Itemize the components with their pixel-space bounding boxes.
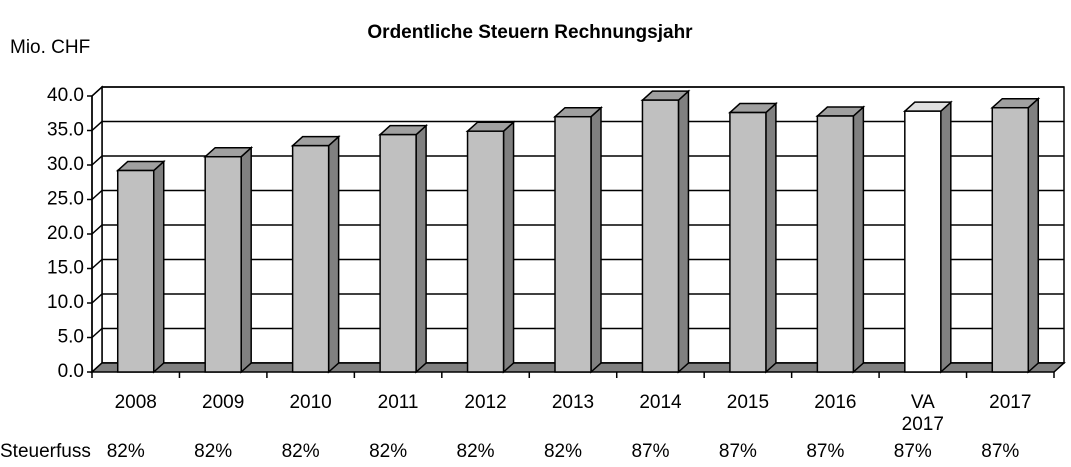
x-tick-label: VA 2017 (901, 392, 944, 435)
y-tick-label: 15.0 (47, 258, 84, 279)
steuerfuss-value: 82% (543, 441, 583, 462)
steuerfuss-value: 87% (981, 441, 1020, 462)
y-tick-label: 10.0 (47, 292, 84, 313)
x-tick-label: 2009 (202, 392, 245, 413)
bar (379, 133, 417, 373)
steuerfuss-value: 82% (456, 441, 495, 462)
bar-side (502, 120, 515, 374)
x-tick-label: 2015 (726, 392, 770, 413)
steuerfuss-value: 82% (369, 441, 408, 462)
x-tick-label: 2011 (377, 392, 419, 413)
bar (291, 144, 330, 373)
y-tick-label: 30.0 (47, 154, 84, 175)
bar-side (940, 100, 952, 374)
y-tick-label: 5.0 (58, 327, 84, 348)
bar-side (240, 146, 252, 374)
bar (904, 110, 942, 373)
x-tick-label: 2008 (114, 392, 157, 413)
bar (816, 115, 855, 373)
chart-title: Ordentliche Steuern Rechnungsjahr (367, 22, 693, 43)
bar-side (765, 101, 777, 374)
steuerfuss-value: 87% (631, 441, 670, 462)
bar (991, 106, 1030, 373)
y-tick-label: 35.0 (47, 120, 84, 141)
y-tick-label: 0.0 (58, 361, 84, 382)
steuerfuss-value: 82% (106, 441, 145, 462)
bar (116, 169, 155, 373)
y-tick-label: 40.0 (47, 85, 84, 106)
bar (204, 155, 242, 373)
steuerfuss-value: 82% (281, 441, 320, 462)
steuerfuss-label: Steuerfuss (0, 441, 91, 462)
x-tick-label: 2016 (814, 392, 857, 413)
x-tick-label: 2014 (639, 392, 682, 413)
steuerfuss-value: 87% (718, 441, 757, 462)
x-tick-label: 2010 (289, 392, 332, 413)
bar-side (152, 159, 165, 374)
bar-side (415, 123, 427, 374)
x-tick-label: 2017 (989, 392, 1032, 413)
bar (466, 130, 505, 373)
grid-line (91, 86, 1064, 97)
x-tick-label: 2012 (464, 392, 507, 413)
y-tick-label: 25.0 (47, 189, 84, 210)
bar-side (677, 89, 690, 374)
bar-side (590, 106, 602, 374)
steuerfuss-value: 87% (806, 441, 845, 462)
bar (641, 99, 680, 373)
bar (729, 111, 767, 373)
y-tick-label: 20.0 (47, 223, 84, 244)
y-axis-label: Mio. CHF (10, 37, 90, 58)
steuerfuss-value: 87% (893, 441, 932, 462)
bar (554, 115, 592, 373)
bar-side (1027, 97, 1040, 374)
steuerfuss-value: 82% (194, 441, 233, 462)
bar-side (327, 134, 340, 374)
x-tick-label: 2013 (551, 392, 595, 413)
bar-side (852, 105, 865, 374)
